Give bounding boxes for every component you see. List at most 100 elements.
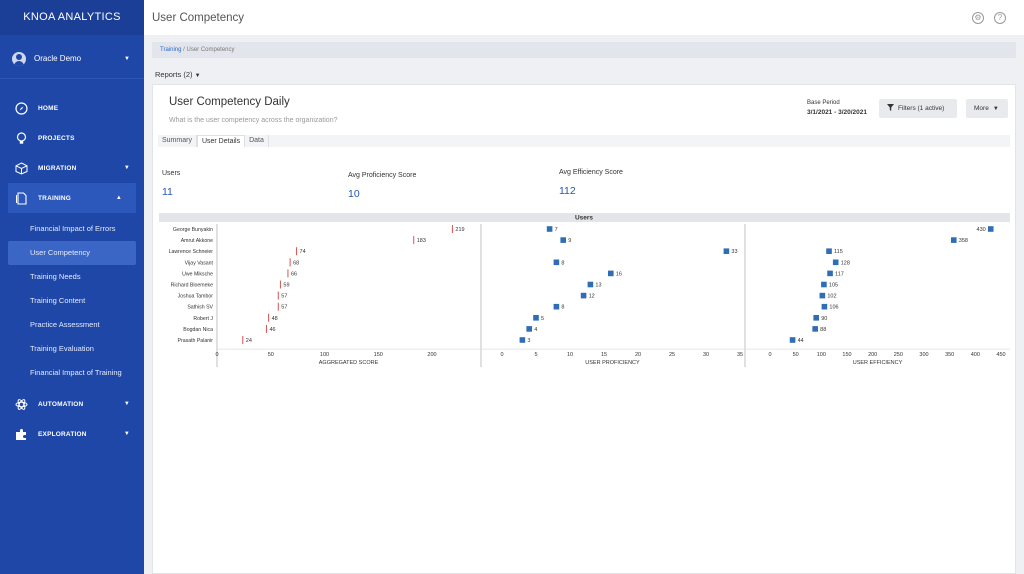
- compass-icon: [14, 101, 28, 115]
- nav-migration[interactable]: MIGRATION ▼: [0, 153, 144, 183]
- chevron-down-icon: ▼: [124, 55, 130, 62]
- category-label: Robert J: [193, 316, 213, 322]
- axis-tick-label: 150: [374, 352, 383, 358]
- sub-training-evaluation[interactable]: Training Evaluation: [30, 344, 94, 353]
- axis-tick-label: 35: [737, 352, 743, 358]
- data-square: [826, 248, 832, 254]
- nav-home[interactable]: HOME: [0, 93, 144, 123]
- tab-summary[interactable]: Summary: [158, 135, 197, 147]
- chart-title: Users: [575, 215, 593, 222]
- axis-tick-label: 350: [945, 352, 954, 358]
- data-square: [560, 237, 566, 243]
- brand-logo: KNOA ANALYTICS: [0, 0, 144, 35]
- data-square: [827, 270, 833, 277]
- breadcrumb: Training / User Competency: [152, 42, 1016, 58]
- axis-tick-label: 250: [894, 352, 903, 358]
- axis-tick-label: 0: [215, 352, 218, 358]
- data-label: 102: [827, 294, 836, 300]
- data-label: 430: [977, 227, 986, 233]
- data-label: 57: [281, 294, 287, 300]
- category-label: Uwe Miksche: [182, 271, 213, 277]
- more-button[interactable]: More ▼: [966, 99, 1008, 118]
- nav-exploration[interactable]: EXPLORATION ▼: [0, 419, 144, 449]
- data-label: 48: [272, 316, 278, 322]
- report-subtitle: What is the user competency across the o…: [169, 117, 338, 124]
- data-label: 117: [835, 271, 844, 277]
- sub-user-competency[interactable]: User Competency: [8, 241, 136, 265]
- axis-tick-label: 0: [500, 352, 503, 358]
- stat-avg-efficiency: Avg Efficiency Score 112: [559, 169, 623, 197]
- data-label: 219: [455, 227, 464, 233]
- data-square: [580, 292, 587, 299]
- sub-practice-assessment[interactable]: Practice Assessment: [30, 320, 100, 329]
- chevron-down-icon: ▼: [123, 401, 130, 407]
- data-square: [587, 281, 594, 288]
- stat-label: Users: [162, 170, 181, 177]
- stat-value: 11: [162, 186, 173, 198]
- stat-label: Avg Proficiency Score: [348, 172, 417, 179]
- stat-users: Users 11: [162, 170, 180, 198]
- breadcrumb-parent[interactable]: Training: [160, 47, 182, 53]
- data-label: 46: [269, 327, 275, 333]
- data-square: [987, 226, 994, 232]
- category-label: Richard Bloemeke: [171, 283, 213, 289]
- nav-label: EXPLORATION: [38, 430, 87, 438]
- stat-label: Avg Efficiency Score: [559, 169, 623, 176]
- nav-label: TRAINING: [38, 194, 72, 202]
- sub-financial-impact-errors[interactable]: Financial Impact of Errors: [30, 224, 116, 233]
- tab-data[interactable]: Data: [245, 135, 269, 147]
- axis-tick-label: 400: [971, 352, 980, 358]
- data-square: [533, 315, 539, 321]
- data-label: 3: [527, 338, 530, 344]
- data-label: 13: [595, 283, 601, 289]
- category-label: Vijay Vasant: [185, 260, 214, 266]
- nav-automation[interactable]: AUTOMATION ▼: [0, 389, 144, 419]
- filters-label: Filters (1 active): [898, 105, 945, 112]
- user-menu[interactable]: Oracle Demo ▼: [0, 39, 144, 79]
- chevron-down-icon: ▼: [194, 73, 201, 79]
- axis-tick-label: 15: [601, 352, 607, 358]
- report-tabs: Summary User Details Data: [158, 135, 1010, 147]
- axis-tick-label: 150: [842, 352, 851, 358]
- axis-tick-label: 100: [817, 352, 826, 358]
- document-icon: [14, 191, 28, 205]
- data-label: 105: [829, 283, 838, 289]
- puzzle-icon: [14, 427, 28, 441]
- category-label: Sathish SV: [187, 305, 213, 311]
- nav-label: HOME: [38, 104, 59, 112]
- data-square: [553, 259, 560, 266]
- data-square: [821, 303, 828, 310]
- chevron-down-icon: ▼: [992, 105, 999, 112]
- axis-tick-label: 0: [768, 352, 771, 358]
- sub-training-content[interactable]: Training Content: [30, 296, 86, 305]
- reports-dropdown[interactable]: Reports (2) ▼: [155, 70, 201, 79]
- sub-training-needs[interactable]: Training Needs: [30, 272, 81, 281]
- nav-label: AUTOMATION: [38, 400, 84, 408]
- filters-button[interactable]: Filters (1 active): [879, 99, 957, 118]
- chevron-up-icon: ▲: [115, 195, 122, 201]
- axis-tick-label: 50: [268, 352, 274, 358]
- nav-projects[interactable]: PROJECTS: [0, 123, 144, 153]
- stat-avg-proficiency: Avg Proficiency Score 10: [348, 172, 416, 200]
- sub-financial-impact-training[interactable]: Financial Impact of Training: [30, 368, 122, 377]
- stat-value: 112: [559, 185, 576, 197]
- data-square: [546, 226, 553, 232]
- tab-user-details[interactable]: User Details: [196, 135, 246, 147]
- category-label: Bogdan Nica: [183, 327, 213, 333]
- report-title: User Competency Daily: [169, 96, 290, 108]
- gear-icon[interactable]: ⚙: [972, 11, 984, 24]
- data-label: 16: [616, 271, 622, 277]
- atom-icon: [14, 397, 28, 411]
- axis-tick-label: 300: [919, 352, 928, 358]
- nav: HOME PROJECTS MIGRATION ▼ TRAINING ▲ Fin…: [0, 93, 144, 449]
- axis-tick-label: 200: [868, 352, 877, 358]
- data-label: 24: [246, 338, 252, 344]
- data-square: [553, 303, 560, 310]
- data-square: [819, 292, 826, 299]
- data-label: 358: [959, 238, 968, 244]
- data-square: [812, 326, 818, 332]
- help-icon[interactable]: ?: [994, 11, 1006, 24]
- data-square: [950, 237, 957, 243]
- category-label: Amrut Akkone: [181, 238, 213, 244]
- nav-training[interactable]: TRAINING ▲: [8, 183, 136, 213]
